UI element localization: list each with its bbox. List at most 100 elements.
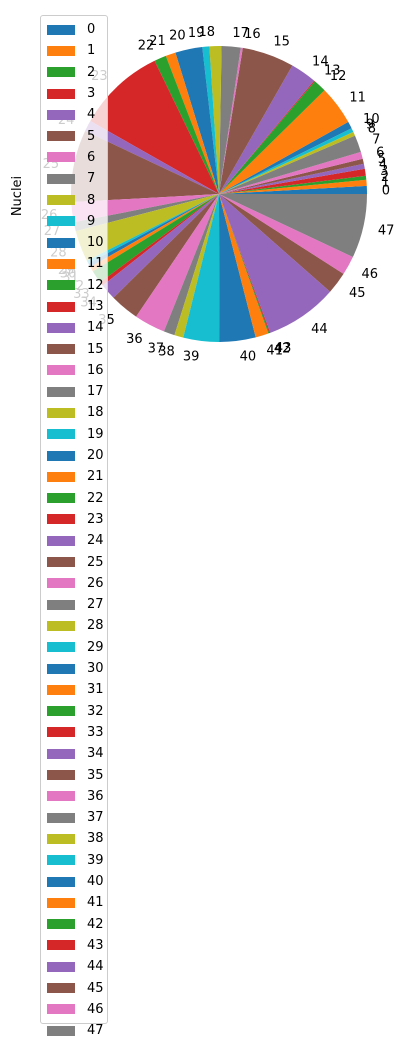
pie-slice-10 [219,121,352,194]
legend-label: 15 [87,341,104,357]
pie-slice-31 [90,194,219,272]
legend-swatch [47,471,75,482]
legend-label: 32 [87,703,104,719]
legend-swatch [47,195,75,206]
legend: 0 1 2 3 4 5 6 7 8 9 10 11 12 13 14 15 16 17 18 19 20 21 22 23 24… [40,15,108,1038]
legend-label: 17 [87,384,104,400]
legend-swatch [47,684,75,695]
pie-slice-45 [219,194,344,292]
y-axis-label: Nuclei [10,176,25,216]
legend-swatch [47,450,75,461]
legend-item-28: 28 [47,615,107,636]
pie-label-44: 44 [311,322,328,337]
legend-label: 29 [87,639,104,655]
legend-label: 37 [87,810,104,826]
legend-item-16: 16 [47,360,107,381]
pie-label-41: 41 [266,344,283,359]
pie-slice-40 [219,194,256,342]
legend-label: 16 [87,362,104,378]
legend-item-30: 30 [47,658,107,679]
pie-slice-11 [219,90,349,194]
legend-swatch [47,407,75,418]
legend-swatch [47,919,75,930]
legend-label: 33 [87,724,104,740]
legend-label: 39 [87,852,104,868]
legend-item-46: 46 [47,999,107,1020]
legend-item-3: 3 [47,83,107,104]
legend-item-11: 11 [47,253,107,274]
pie-slice-30 [88,194,219,267]
pie-slice-42 [219,194,270,334]
pie-slice-44 [219,194,331,333]
legend-item-29: 29 [47,637,107,658]
pie-slice-14 [219,65,315,194]
legend-label: 3 [87,86,96,102]
pie-slice-25 [71,130,219,203]
pie-slices [71,46,367,342]
legend-item-27: 27 [47,594,107,615]
legend-swatch [47,258,75,269]
legend-label: 10 [87,235,104,251]
pie-label-4: 4 [379,157,387,172]
legend-label: 9 [87,213,96,229]
legend-label: 13 [87,299,104,314]
legend-item-4: 4 [47,104,107,125]
pie-label-12: 12 [330,69,347,84]
legend-label: 4 [87,107,96,123]
pie-slice-26 [71,194,219,223]
legend-item-7: 7 [47,168,107,189]
legend-label: 47 [87,1023,104,1039]
legend-item-10: 10 [47,232,107,253]
legend-label: 45 [87,980,104,996]
legend-label: 24 [87,533,104,549]
legend-swatch [47,365,75,376]
pie-label-13: 13 [324,64,341,79]
legend-item-39: 39 [47,850,107,871]
legend-item-38: 38 [47,828,107,849]
legend-swatch [47,940,75,951]
legend-swatch [47,812,75,823]
pie-slice-16 [219,47,243,195]
legend-label: 20 [87,448,104,464]
pie-slice-1 [219,179,367,194]
legend-swatch [47,620,75,631]
legend-item-13: 13 [47,296,107,317]
pie-label-2: 2 [381,170,389,185]
legend-label: 12 [87,277,104,293]
pie-slice-20 [175,46,219,194]
pie-slice-46 [219,194,353,274]
legend-swatch [47,770,75,781]
pie-slice-3 [219,168,366,194]
legend-swatch [47,493,75,504]
legend-swatch [47,1025,75,1036]
pie-label-11: 11 [349,90,366,105]
pie-label-0: 0 [382,184,390,199]
legend-label: 35 [87,767,104,783]
pie-slice-33 [100,194,219,286]
legend-swatch [47,301,75,312]
pie-slice-17 [219,46,241,195]
pie-label-7: 7 [372,133,380,148]
legend-item-32: 32 [47,701,107,722]
legend-item-31: 31 [47,679,107,700]
legend-item-14: 14 [47,317,107,338]
pie-slice-43 [219,194,271,334]
legend-item-40: 40 [47,871,107,892]
pie-label-43: 43 [275,341,292,356]
pie-slice-4 [219,163,365,194]
legend-item-25: 25 [47,551,107,572]
pie-slice-6 [219,151,363,194]
legend-item-20: 20 [47,445,107,466]
legend-item-0: 0 [47,19,107,40]
legend-label: 46 [87,1001,104,1017]
legend-item-17: 17 [47,381,107,402]
legend-item-23: 23 [47,509,107,530]
pie-label-5: 5 [378,152,386,167]
legend-swatch [47,24,75,35]
pie-label-21: 21 [149,34,166,49]
pie-label-15: 15 [273,35,290,50]
legend-item-22: 22 [47,488,107,509]
legend-item-37: 37 [47,807,107,828]
legend-swatch [47,322,75,333]
legend-swatch [47,514,75,525]
